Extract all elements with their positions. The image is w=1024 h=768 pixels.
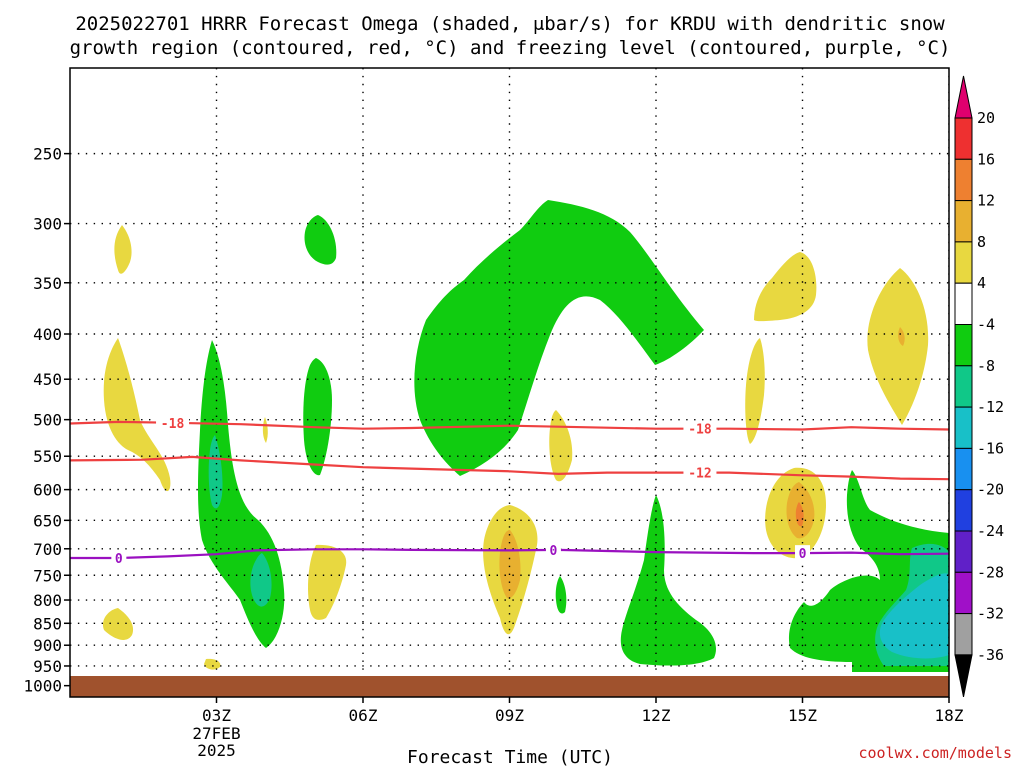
colorbar-label: -24 <box>977 522 1004 540</box>
y-tick-label: 300 <box>33 215 62 234</box>
omega-shading-layer <box>102 200 949 672</box>
contour-label-bg <box>683 464 717 481</box>
omega-region-green <box>555 576 567 614</box>
omega-region-green <box>414 200 704 476</box>
x-axis-title: Forecast Time (UTC) <box>407 747 613 768</box>
colorbar-label: 8 <box>977 233 986 251</box>
y-tick-label: 650 <box>33 511 62 530</box>
colorbar-label: 12 <box>977 192 995 210</box>
omega-region-yellow <box>745 338 765 444</box>
colorbar-bottom-arrow <box>954 654 973 697</box>
colorbar-label: -12 <box>977 398 1004 416</box>
colorbar-label: -8 <box>977 357 995 375</box>
colorbar-swatch <box>954 324 973 367</box>
contour-label-bg <box>156 414 190 431</box>
colorbar-label: 20 <box>977 109 995 127</box>
omega-region-yellow <box>103 338 171 492</box>
axis-layer: 250 300 350 400 450 500 550 600 650 700 750 800 850 9… <box>23 145 963 760</box>
omega-region-yellow <box>308 544 347 620</box>
colorbar-swatch <box>954 530 973 573</box>
colorbar-swatch <box>954 447 973 491</box>
colorbar-label: -4 <box>977 316 995 334</box>
colorbar-swatch <box>954 613 973 656</box>
x-tick-label: 09Z <box>495 706 524 725</box>
contour-line--18 <box>70 420 949 431</box>
colorbar-swatch <box>954 406 973 449</box>
contour-label: -12 <box>688 467 711 482</box>
omega-region-green <box>304 215 337 265</box>
contour-layer: -18 -18 -12 0 0 0 <box>70 414 949 567</box>
y-tick-label: 600 <box>33 481 62 500</box>
x-tick-label: 15Z <box>788 706 817 725</box>
omega-region-green <box>620 495 716 666</box>
omega-region-green <box>303 358 332 476</box>
contour-label: 0 <box>550 544 558 559</box>
y-tick-label: 950 <box>33 657 62 676</box>
y-tick-label: 350 <box>33 274 62 293</box>
y-tick-label: 250 <box>33 145 62 164</box>
y-tick-label: 900 <box>33 636 62 655</box>
colorbar-top-arrow <box>954 75 973 119</box>
omega-region-teal <box>250 553 272 607</box>
y-tick-label: 500 <box>33 411 62 430</box>
omega-region-cyan <box>879 573 949 659</box>
contour-line--12 <box>70 455 949 481</box>
colorbar-label: -28 <box>977 563 1004 581</box>
contour-label-bg <box>111 549 127 566</box>
contour-label: -18 <box>161 417 185 432</box>
colorbar-swatch <box>954 158 973 202</box>
chart-title-line-1: 2025022701 HRRR Forecast Omega (shaded, … <box>75 13 945 35</box>
omega-region-yellow <box>262 417 268 443</box>
contour-label-bg <box>795 545 810 562</box>
y-tick-label: 450 <box>33 370 62 389</box>
ground-surface <box>70 676 949 697</box>
omega-region-orange <box>898 327 905 346</box>
omega-region-teal <box>208 435 223 509</box>
omega-region-orange <box>499 530 521 599</box>
colorbar-label: 4 <box>977 274 986 292</box>
omega-colorbar: 20 16 12 8 4 -4 -8 -12 -16 -20 -24 -28 -32 -36 <box>954 75 1004 697</box>
colorbar-swatch <box>954 489 973 532</box>
y-tick-label: 700 <box>33 540 62 559</box>
contour-label-bg <box>683 420 717 437</box>
contour-label: -18 <box>688 423 712 438</box>
colorbar-swatch <box>954 282 973 326</box>
y-tick-label: 850 <box>33 614 62 633</box>
contour-label-bg <box>545 541 561 558</box>
y-tick-label: 400 <box>33 325 62 344</box>
colorbar-label: -36 <box>977 646 1004 664</box>
y-tick-label: 550 <box>33 447 62 466</box>
x-tick-label: 18Z <box>935 706 964 725</box>
colorbar-swatch <box>954 117 973 160</box>
colorbar-label: -20 <box>977 481 1004 499</box>
y-tick-label: 1000 <box>23 677 62 696</box>
omega-region-yellow <box>114 225 132 274</box>
y-tick-label: 750 <box>33 566 62 585</box>
site-credit: coolwx.com/models <box>858 744 1012 762</box>
colorbar-swatch <box>954 365 973 408</box>
x-tick-label: 06Z <box>349 706 378 725</box>
x-date-label: 2025 <box>197 741 236 760</box>
colorbar-swatch <box>954 200 973 243</box>
contour-label: 0 <box>115 552 123 567</box>
x-tick-label: 03Z <box>202 706 231 725</box>
omega-region-yellow <box>754 252 817 322</box>
colorbar-label: -32 <box>977 605 1004 623</box>
colorbar-swatch <box>954 241 973 284</box>
chart-title-line-2: growth region (contoured, red, °C) and f… <box>70 37 951 59</box>
contour-label: 0 <box>799 547 807 562</box>
colorbar-label: 16 <box>977 150 995 168</box>
x-tick-label: 12Z <box>642 706 671 725</box>
x-date-label: 27FEB <box>192 724 240 743</box>
colorbar-label: -16 <box>977 439 1004 457</box>
y-tick-label: 800 <box>33 591 62 610</box>
colorbar-swatch <box>954 571 973 615</box>
omega-region-yellow <box>867 268 929 425</box>
